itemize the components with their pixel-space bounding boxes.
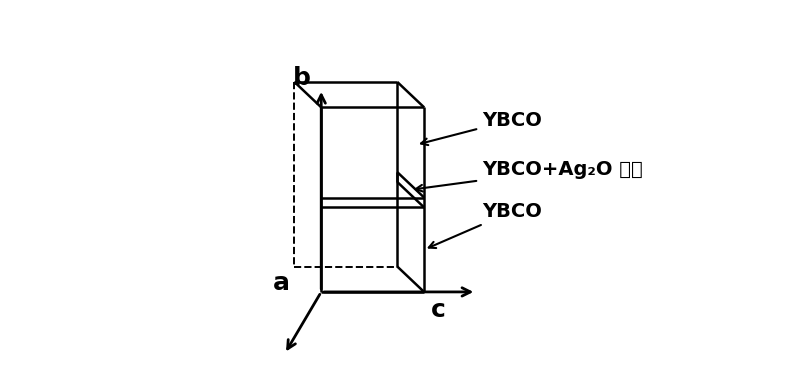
Text: YBCO+Ag₂O 钉料: YBCO+Ag₂O 钉料 (416, 160, 642, 191)
Text: YBCO: YBCO (421, 111, 542, 145)
Text: YBCO: YBCO (429, 202, 542, 248)
Text: a: a (274, 272, 290, 295)
Text: c: c (430, 298, 446, 322)
Text: b: b (293, 66, 310, 90)
